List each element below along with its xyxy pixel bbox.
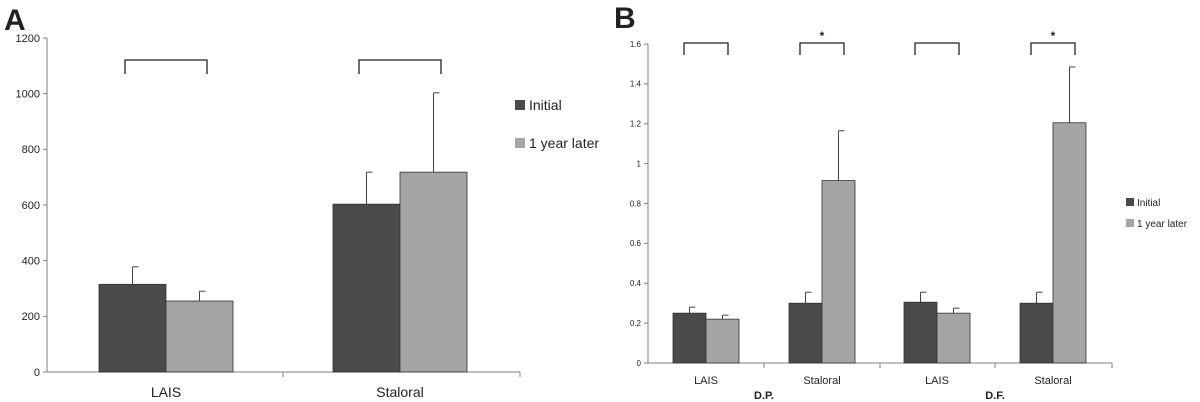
legend-label-initial: Initial <box>529 97 562 113</box>
bar-later <box>705 318 740 364</box>
legend-label-initial: Initial <box>1137 198 1160 209</box>
y-tick-label: 200 <box>22 311 40 323</box>
comparison-bracket <box>358 59 442 74</box>
comparison-bracket <box>683 42 729 55</box>
y-tick-label: 0.2 <box>630 319 642 328</box>
bar-later <box>399 171 468 373</box>
comparison-bracket <box>799 42 845 55</box>
y-tick-label: 1200 <box>16 33 40 45</box>
y-tick-label: 1.2 <box>630 120 642 129</box>
x-group-label: D.F. <box>985 390 1005 402</box>
x-category-label: Staloral <box>803 375 840 387</box>
bar-later <box>165 300 234 373</box>
bar-initial <box>98 283 167 373</box>
legend-label-later: 1 year later <box>529 135 599 151</box>
panel-a-bars <box>98 59 468 373</box>
panel-b-label: B <box>614 2 636 35</box>
panel-b: B 0 0.2 0.4 0.6 0.8 1 1.2 1.4 1.6 LAIS Staloral LAI… <box>614 2 1188 402</box>
y-tick-label: 1.6 <box>630 40 642 49</box>
y-tick-label: 800 <box>22 144 40 156</box>
legend-swatch-initial <box>515 100 525 110</box>
bar-later <box>936 312 971 364</box>
legend-swatch-later <box>515 138 525 148</box>
y-tick-label: 400 <box>22 256 40 268</box>
bar-initial <box>332 203 401 373</box>
comparison-bracket <box>914 42 960 55</box>
y-tick-label: 1000 <box>16 89 40 101</box>
panel-a-label: A <box>4 4 26 37</box>
x-category-label: LAIS <box>151 384 181 400</box>
y-tick-label: 0.4 <box>630 279 642 288</box>
legend-label-later: 1 year later <box>1137 219 1188 230</box>
y-tick-label: 0 <box>34 367 40 379</box>
x-category-label: LAIS <box>925 375 949 387</box>
y-tick-label: 0 <box>637 359 642 368</box>
panel-b-legend: Initial 1 year later <box>1126 198 1188 230</box>
y-tick-label: 1.4 <box>630 80 642 89</box>
legend-swatch-initial <box>1126 198 1134 206</box>
bar-initial <box>788 302 823 364</box>
panel-a-legend: Initial 1 year later <box>515 97 599 151</box>
x-category-label: Staloral <box>1034 375 1071 387</box>
panel-a: A 0 200 400 600 800 1000 1200 LAIS Staloral Init… <box>4 4 599 400</box>
comparison-bracket <box>1030 42 1076 55</box>
bar-initial <box>903 301 938 364</box>
bar-later <box>821 180 856 364</box>
significance-marker: * <box>820 29 825 43</box>
panel-b-axes: 0 0.2 0.4 0.6 0.8 1 1.2 1.4 1.6 LAIS Staloral LAIS S… <box>630 40 1113 402</box>
bar-later <box>1052 122 1087 364</box>
panel-a-axes: 0 200 400 600 800 1000 1200 LAIS Staloral <box>16 33 521 400</box>
bar-initial <box>1019 302 1054 364</box>
x-category-label: LAIS <box>694 375 718 387</box>
bar-initial <box>672 312 707 364</box>
comparison-bracket <box>124 59 208 74</box>
x-category-label: Staloral <box>376 384 423 400</box>
panel-b-bars: * * <box>672 29 1087 364</box>
y-tick-label: 0.8 <box>630 199 642 208</box>
legend-swatch-later <box>1126 219 1134 227</box>
x-group-label: D.P. <box>754 390 774 402</box>
y-tick-label: 600 <box>22 200 40 212</box>
significance-marker: * <box>1051 29 1056 43</box>
y-tick-label: 0.6 <box>630 239 642 248</box>
y-tick-label: 1 <box>637 159 642 168</box>
